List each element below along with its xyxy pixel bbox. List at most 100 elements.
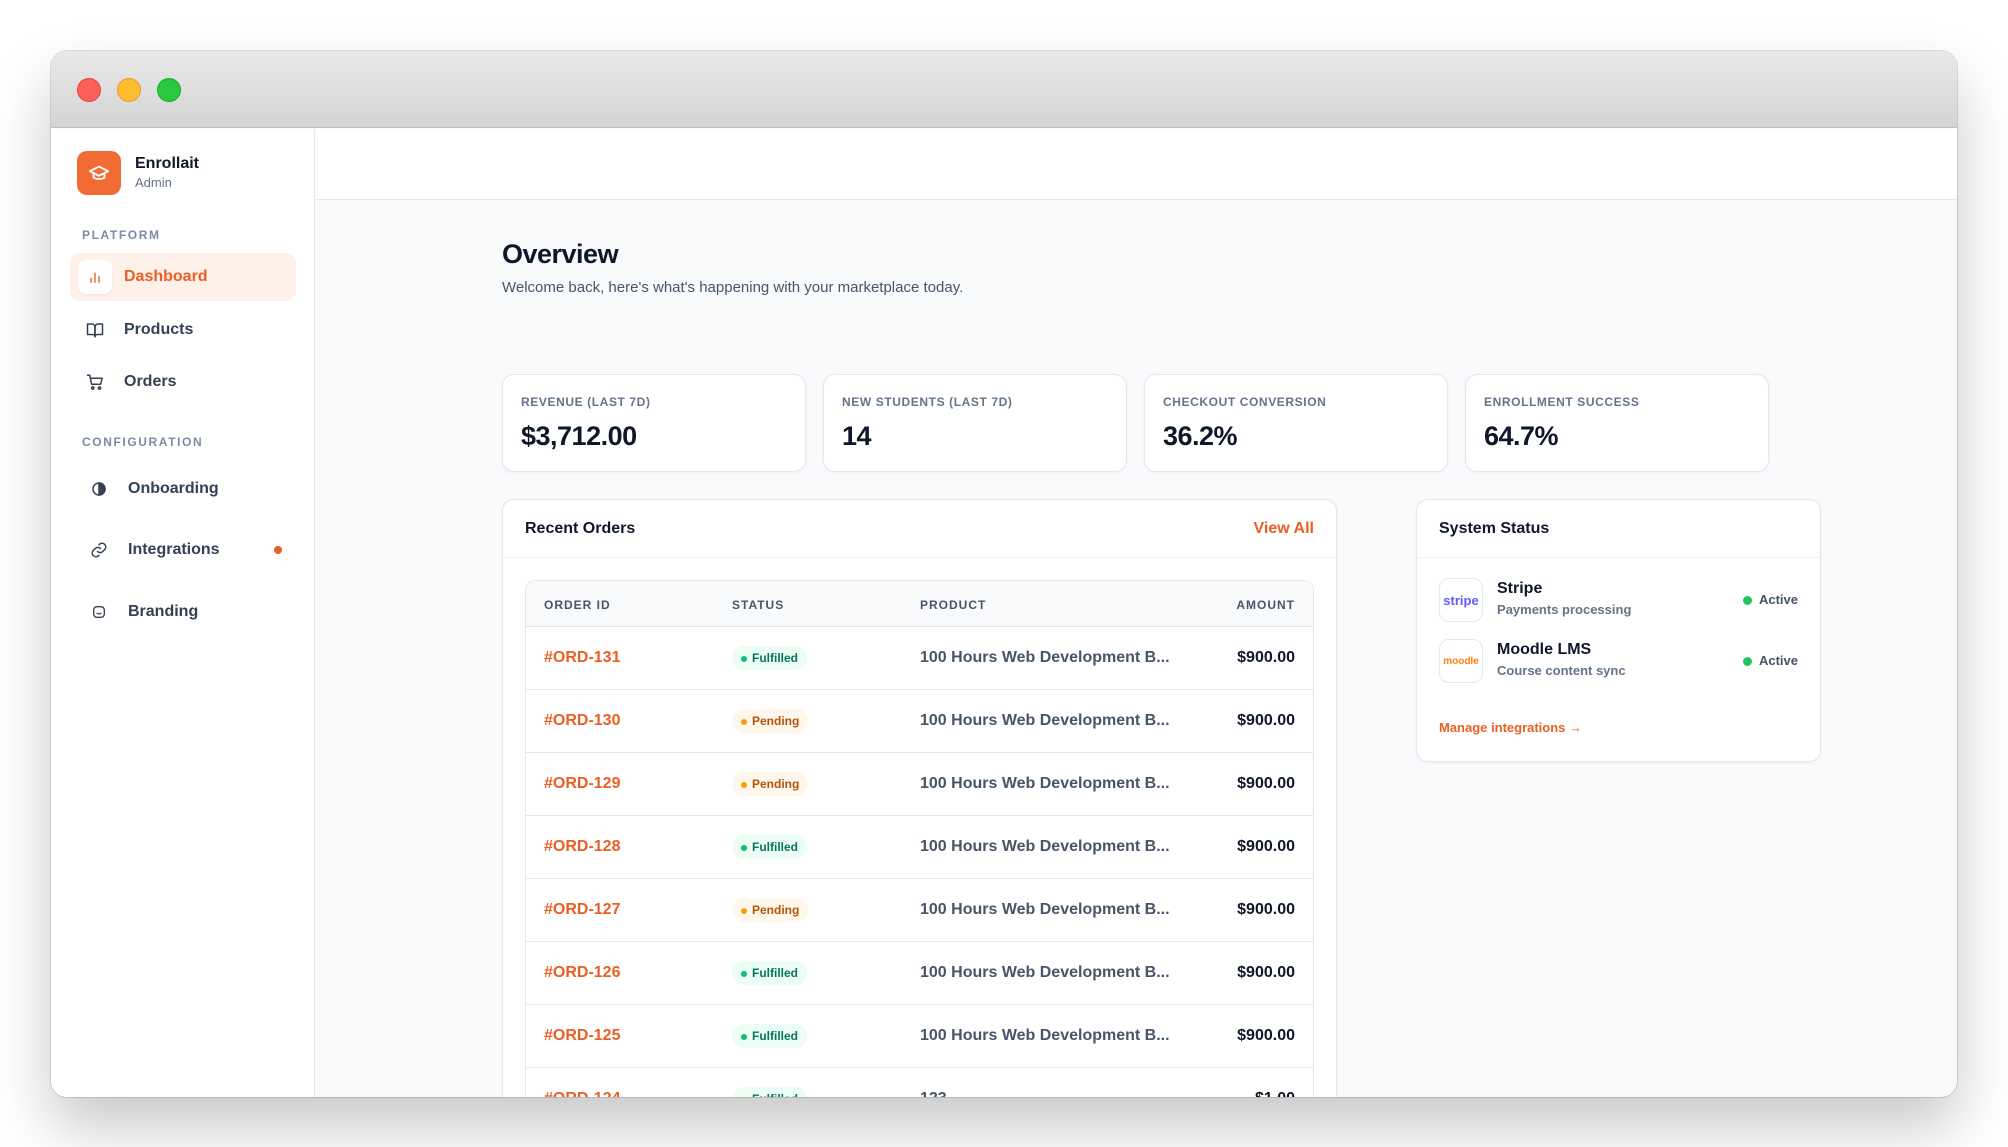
- cart-icon: [78, 365, 112, 399]
- order-id-link[interactable]: #ORD-130: [544, 712, 621, 729]
- section-label-configuration: CONFIGURATION: [82, 435, 204, 449]
- table-row[interactable]: #ORD-130 Pending 100 Hours Web Development…: [526, 690, 1313, 753]
- product-name: 123: [920, 1090, 947, 1097]
- integration-row-moodle[interactable]: moodle Moodle LMS Course content sync Ac…: [1439, 639, 1798, 685]
- order-amount: $900.00: [1237, 964, 1295, 981]
- order-id-link[interactable]: #ORD-124: [544, 1090, 620, 1097]
- sidebar-item-label: Orders: [124, 373, 177, 390]
- stat-value: 64.7%: [1484, 421, 1559, 451]
- maximize-window-button[interactable]: [157, 78, 181, 102]
- stat-card-enrollment-success: ENROLLMENT SUCCESS 64.7%: [1465, 374, 1769, 472]
- product-name: 100 Hours Web Development B...: [920, 964, 1170, 981]
- stat-label: NEW STUDENTS (LAST 7D): [842, 395, 1013, 409]
- minimize-window-button[interactable]: [117, 78, 141, 102]
- sidebar-item-dashboard[interactable]: Dashboard: [70, 253, 296, 301]
- system-status-title: System Status: [1439, 520, 1550, 537]
- sidebar-item-label: Products: [124, 321, 194, 338]
- status-badge: Fulfilled: [732, 1087, 807, 1097]
- order-amount: $900.00: [1237, 649, 1295, 666]
- stat-label: REVENUE (LAST 7D): [521, 395, 651, 409]
- table-row[interactable]: #ORD-125 Fulfilled 100 Hours Web Developme…: [526, 1005, 1313, 1068]
- card-header: System Status: [1417, 500, 1820, 558]
- column-header-status[interactable]: STATUS: [732, 598, 785, 612]
- stat-value: $3,712.00: [521, 421, 637, 451]
- status-badge: Pending: [732, 772, 809, 796]
- top-header-bar: [316, 129, 1957, 200]
- circle-half-icon: [82, 472, 116, 506]
- table-row[interactable]: #ORD-131 Fulfilled 100 Hours Web Developme…: [526, 627, 1313, 690]
- status-badge: Fulfilled: [732, 646, 807, 670]
- column-header-product[interactable]: PRODUCT: [920, 598, 987, 612]
- stripe-logo-icon: stripe: [1439, 578, 1483, 622]
- product-name: 100 Hours Web Development B...: [920, 1027, 1170, 1044]
- sidebar: Enrollait Admin PLATFORM Dashboard Produ…: [51, 129, 315, 1097]
- graduation-cap-icon: [77, 151, 121, 195]
- column-header-order-id[interactable]: ORDER ID: [544, 598, 611, 612]
- table-header: ORDER ID STATUS PRODUCT AMOUNT: [526, 581, 1313, 627]
- status-badge: Fulfilled: [732, 961, 807, 985]
- sidebar-item-onboarding[interactable]: Onboarding: [70, 465, 296, 513]
- link-icon: [82, 533, 116, 567]
- sidebar-item-integrations[interactable]: Integrations: [70, 526, 296, 574]
- order-id-link[interactable]: #ORD-131: [544, 649, 621, 666]
- main-content: Overview Welcome back, here's what's hap…: [316, 201, 1957, 1097]
- sidebar-item-label: Branding: [128, 603, 199, 620]
- moodle-logo-icon: moodle: [1439, 639, 1483, 683]
- product-name: 100 Hours Web Development B...: [920, 901, 1170, 918]
- section-label-platform: PLATFORM: [82, 228, 161, 242]
- stat-label: CHECKOUT CONVERSION: [1163, 395, 1327, 409]
- brand-name: Enrollait: [135, 155, 200, 172]
- sidebar-item-label: Integrations: [128, 541, 220, 558]
- card-header: Recent Orders View All: [503, 500, 1336, 558]
- product-name: 100 Hours Web Development B...: [920, 649, 1170, 666]
- sidebar-item-branding[interactable]: Branding: [70, 588, 296, 636]
- sidebar-item-label: Onboarding: [128, 480, 219, 497]
- integration-row-stripe[interactable]: stripe Stripe Payments processing Active: [1439, 578, 1798, 624]
- order-id-link[interactable]: #ORD-129: [544, 775, 621, 792]
- order-id-link[interactable]: #ORD-125: [544, 1027, 621, 1044]
- recent-orders-title: Recent Orders: [525, 520, 636, 537]
- order-amount: $900.00: [1237, 1027, 1295, 1044]
- table-row[interactable]: #ORD-124 Fulfilled 123 $1.00: [526, 1068, 1313, 1097]
- order-id-link[interactable]: #ORD-128: [544, 838, 621, 855]
- order-amount: $900.00: [1237, 901, 1295, 918]
- order-id-link[interactable]: #ORD-127: [544, 901, 621, 918]
- product-name: 100 Hours Web Development B...: [920, 775, 1170, 792]
- page-subtitle: Welcome back, here's what's happening wi…: [502, 279, 964, 296]
- order-amount: $900.00: [1237, 712, 1295, 729]
- table-row[interactable]: #ORD-128 Fulfilled 100 Hours Web Developme…: [526, 816, 1313, 879]
- stat-card-revenue: REVENUE (LAST 7D) $3,712.00: [502, 374, 806, 472]
- product-name: 100 Hours Web Development B...: [920, 712, 1170, 729]
- view-all-link[interactable]: View All: [1253, 520, 1314, 537]
- table-row[interactable]: #ORD-126 Fulfilled 100 Hours Web Developme…: [526, 942, 1313, 1005]
- stat-value: 36.2%: [1163, 421, 1238, 451]
- integration-description: Course content sync: [1497, 663, 1626, 678]
- table-row[interactable]: #ORD-127 Pending 100 Hours Web Development…: [526, 879, 1313, 942]
- page-title: Overview: [502, 239, 619, 269]
- order-amount: $1.00: [1255, 1090, 1295, 1097]
- bar-chart-icon: [78, 260, 112, 294]
- product-name: 100 Hours Web Development B...: [920, 838, 1170, 855]
- book-icon: [78, 313, 112, 347]
- sidebar-item-products[interactable]: Products: [70, 306, 296, 354]
- order-id-link[interactable]: #ORD-126: [544, 964, 621, 981]
- recent-orders-card: Recent Orders View All ORDER ID STATUS P…: [502, 499, 1337, 1097]
- column-header-amount[interactable]: AMOUNT: [1236, 598, 1295, 612]
- order-amount: $900.00: [1237, 838, 1295, 855]
- brand-role: Admin: [135, 175, 172, 190]
- stat-card-new-students: NEW STUDENTS (LAST 7D) 14: [823, 374, 1127, 472]
- table-row[interactable]: #ORD-129 Pending 100 Hours Web Development…: [526, 753, 1313, 816]
- manage-integrations-link[interactable]: Manage integrations →: [1439, 720, 1583, 735]
- order-amount: $900.00: [1237, 775, 1295, 792]
- status-badge: Pending: [732, 709, 809, 733]
- close-window-button[interactable]: [77, 78, 101, 102]
- integration-description: Payments processing: [1497, 602, 1632, 617]
- sidebar-item-orders[interactable]: Orders: [70, 358, 296, 406]
- integration-name: Moodle LMS: [1497, 641, 1592, 658]
- orders-table: ORDER ID STATUS PRODUCT AMOUNT #ORD-131 F…: [525, 580, 1314, 1097]
- brand[interactable]: Enrollait Admin: [77, 151, 199, 195]
- app-window: Enrollait Admin PLATFORM Dashboard Produ…: [51, 51, 1957, 1097]
- stat-card-checkout-conversion: CHECKOUT CONVERSION 36.2%: [1144, 374, 1448, 472]
- integration-status: Active: [1742, 653, 1798, 668]
- sidebar-item-label: Dashboard: [124, 268, 208, 285]
